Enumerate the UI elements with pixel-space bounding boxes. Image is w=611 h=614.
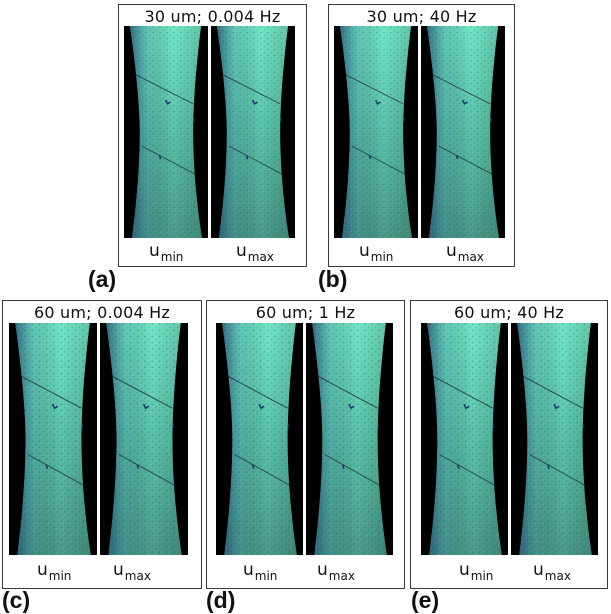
umin-label: umin: [37, 560, 72, 583]
panel-label-a: (a): [88, 266, 117, 292]
panel-title: 30 um; 0.004 Hz: [144, 7, 281, 26]
specimen-image-umin: [124, 26, 208, 238]
panel-title: 60 um; 40 Hz: [454, 303, 564, 322]
umax-label: umax: [446, 241, 484, 264]
umin-label: umin: [149, 241, 184, 264]
specimen-image-umin: [421, 323, 508, 555]
specimen-photo-icon: [334, 26, 418, 238]
umin-label: umin: [359, 241, 394, 264]
umax-label: umax: [533, 560, 571, 583]
specimen-photo-icon: [421, 26, 505, 238]
panel-e: 60 um; 40 Hz umin umax: [410, 300, 608, 589]
specimen-photo-icon: [9, 323, 97, 555]
specimen-photo-icon: [216, 323, 303, 555]
umax-label: umax: [236, 241, 274, 264]
panel-d: 60 um; 1 Hz umin umax: [206, 300, 405, 589]
panel-b: 30 um; 40 Hz umin umax: [328, 4, 515, 267]
umin-label: umin: [459, 560, 494, 583]
umax-label: umax: [113, 560, 151, 583]
specimen-image-umin: [334, 26, 418, 238]
specimen-photo-icon: [511, 323, 598, 555]
specimen-image-umin: [9, 323, 97, 555]
specimen-image-umax: [211, 26, 295, 238]
specimen-image-umax: [306, 323, 393, 555]
panel-label-d: (d): [206, 587, 236, 613]
specimen-photo-icon: [124, 26, 208, 238]
panel-c: 60 um; 0.004 Hz umin umax: [2, 300, 202, 589]
specimen-photo-icon: [100, 323, 188, 555]
specimen-image-umax: [421, 26, 505, 238]
panel-title: 60 um; 0.004 Hz: [34, 303, 170, 322]
specimen-photo-icon: [211, 26, 295, 238]
panel-title: 60 um; 1 Hz: [255, 303, 356, 322]
specimen-image-umax: [511, 323, 598, 555]
specimen-photo-icon: [306, 323, 393, 555]
specimen-photo-icon: [421, 323, 508, 555]
panel-label-e: (e): [411, 587, 440, 613]
specimen-image-umin: [216, 323, 303, 555]
umax-label: umax: [317, 560, 355, 583]
panel-label-c: (c): [2, 587, 31, 613]
umin-label: umin: [243, 560, 278, 583]
panel-label-b: (b): [318, 266, 348, 292]
panel-title: 30 um; 40 Hz: [366, 7, 477, 26]
panel-a: 30 um; 0.004 Hz umin umax: [118, 4, 307, 267]
specimen-image-umax: [100, 323, 188, 555]
